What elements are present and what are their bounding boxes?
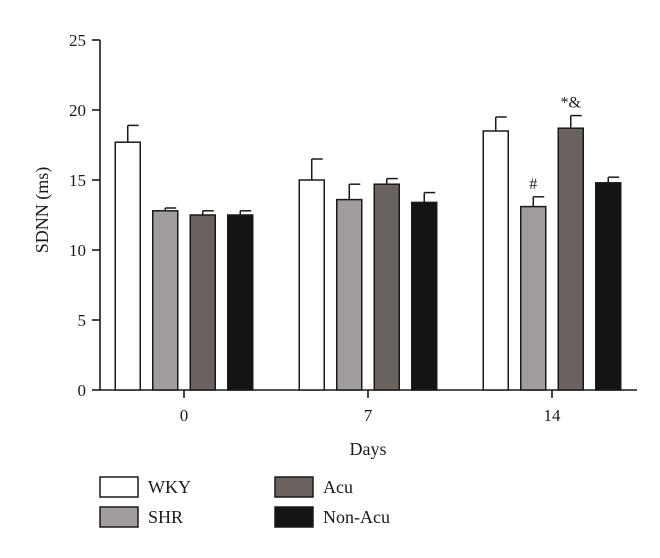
bar-acu-day-14 — [557, 127, 584, 391]
x-axis-title: Days — [350, 439, 387, 459]
bar-wky-day-0 — [114, 141, 141, 391]
significance-marker: # — [529, 176, 537, 193]
bar-shr-day-14 — [520, 205, 547, 391]
x-tick-label: 0 — [180, 406, 189, 425]
significance-marker: *& — [561, 95, 582, 112]
legend-label-non-acu: Non-Acu — [323, 507, 390, 527]
y-tick-label: 10 — [69, 241, 86, 260]
y-tick-label: 25 — [69, 31, 86, 50]
legend-swatch-shr — [99, 506, 139, 528]
plot-area: 0 5 10 15 20 25 0 7 14 # *& — [69, 31, 637, 425]
bar-non-acu-day-14 — [595, 182, 622, 391]
y-tick-label: 0 — [78, 381, 87, 400]
bar-non-acu-day-0 — [227, 214, 254, 391]
legend-label-shr: SHR — [148, 507, 183, 527]
x-tick-label: 14 — [544, 406, 562, 425]
bar-non-acu-day-7 — [411, 201, 438, 391]
bar-wky-day-14 — [482, 130, 509, 391]
y-axis-title: SDNN (ms) — [32, 167, 53, 254]
legend-swatch-acu — [274, 476, 314, 498]
y-tick-label: 15 — [69, 171, 86, 190]
legend-swatch-non-acu — [274, 506, 314, 528]
bar-acu-day-0 — [189, 214, 216, 391]
legend-label-acu: Acu — [323, 477, 353, 497]
legend-label-wky: WKY — [148, 477, 191, 497]
bar-shr-day-0 — [152, 210, 179, 391]
bar-wky-day-7 — [298, 179, 325, 391]
x-tick-label: 7 — [364, 406, 373, 425]
y-tick-label: 5 — [78, 311, 87, 330]
bar-acu-day-7 — [373, 183, 400, 391]
y-tick-label: 20 — [69, 101, 86, 120]
bar-shr-day-7 — [336, 198, 363, 391]
legend: WKY SHR Acu Non-Acu — [99, 476, 390, 528]
legend-swatch-wky — [99, 476, 139, 498]
